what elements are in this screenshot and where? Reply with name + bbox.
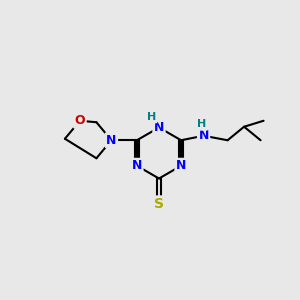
Text: N: N [154, 121, 164, 134]
Text: N: N [198, 129, 209, 142]
Text: O: O [75, 114, 85, 127]
Text: N: N [176, 159, 186, 172]
Text: N: N [132, 159, 142, 172]
Text: S: S [154, 197, 164, 211]
Text: H: H [197, 119, 207, 129]
Text: H: H [147, 112, 156, 122]
Text: N: N [106, 134, 117, 147]
